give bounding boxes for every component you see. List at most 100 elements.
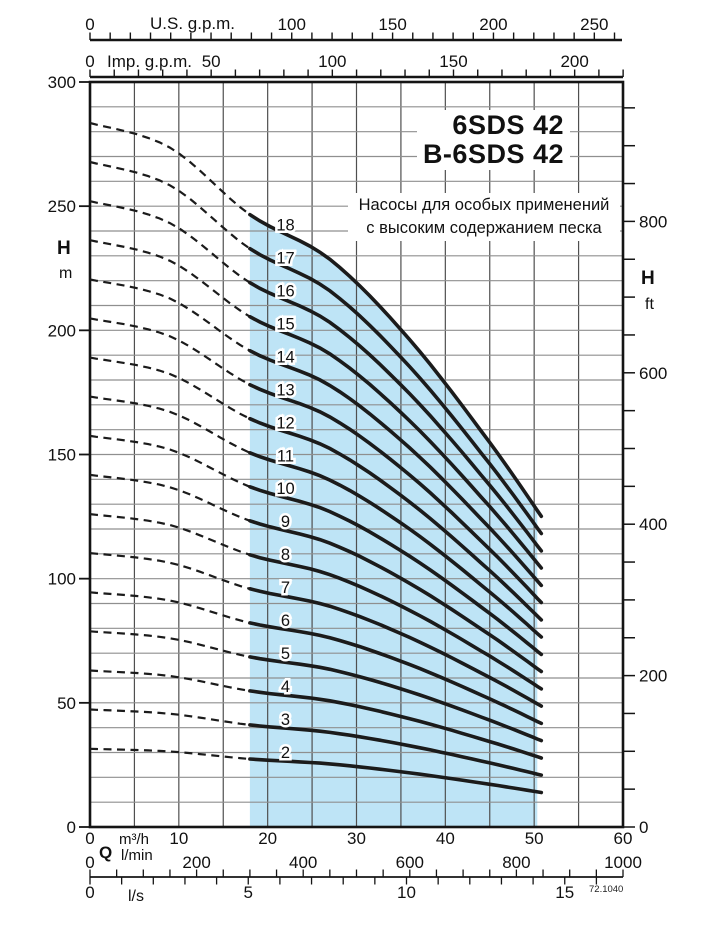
curve-stage-6: [248, 621, 544, 726]
us-gpm-tick-label: 100: [278, 15, 306, 34]
flow-lmin-tick-label: 800: [502, 853, 530, 872]
curve-stage-3-dashed: [89, 708, 251, 726]
ls-tick-label: 5: [244, 883, 253, 902]
us-gpm-tick-label: 250: [580, 15, 608, 34]
head-ft-tick-label: 400: [639, 515, 667, 534]
us-gpm-tick-label: 200: [479, 15, 507, 34]
curve-stage-11: [248, 451, 544, 639]
flow-lmin-tick-label: 1000: [604, 853, 642, 872]
imp-gpm-tick-label: 0: [85, 52, 94, 71]
ls-tick-label: 15: [555, 883, 574, 902]
us-gpm-tick-label: 0: [85, 15, 94, 34]
flow-axis-symbol: Q: [99, 843, 113, 862]
head-axis-unit-ft: ft: [645, 296, 654, 313]
curve-stage-9-dashed: [89, 473, 251, 522]
head-m-tick-label: 0: [67, 818, 76, 837]
head-m-tick-label: 250: [48, 197, 76, 216]
curve-stage-12-dashed: [89, 356, 251, 420]
curve-stage-4-dashed: [89, 669, 251, 692]
imp-gpm-tick-label: 100: [318, 52, 346, 71]
head-ft-tick-label: 600: [639, 364, 667, 383]
curve-stage-5: [248, 655, 544, 743]
curve-stage-12: [248, 416, 544, 622]
curve-stage-label: 2: [281, 744, 290, 762]
curve-stage-18-dashed: [89, 121, 251, 216]
curve-stage-14: [248, 348, 544, 588]
curve-stage-11-dashed: [89, 395, 251, 454]
curve-stage-label: 12: [276, 414, 294, 432]
flow-m3h-tick-label: 20: [258, 829, 277, 848]
curve-stage-8: [248, 553, 544, 691]
ls-tick-label: 10: [397, 883, 416, 902]
head-ft-tick-label: 0: [639, 818, 648, 837]
flow-m3h-tick-label: 10: [169, 829, 188, 848]
flow-lmin-tick-label: 600: [396, 853, 424, 872]
flow-lmin-tick-label: 400: [289, 853, 317, 872]
imp-gpm-tick-label: 150: [439, 52, 467, 71]
application-note-line1: Насосы для особых применений: [358, 196, 610, 214]
curve-stage-label: 7: [281, 579, 290, 597]
head-ft-tick-label: 200: [639, 667, 667, 686]
curve-stage-10-dashed: [89, 434, 251, 488]
curve-stage-label: 14: [276, 348, 294, 366]
drawing-code: 72.1040: [589, 884, 624, 895]
head-m-tick-label: 150: [48, 446, 76, 465]
head-m-tick-label: 50: [57, 694, 76, 713]
curve-stage-16-dashed: [89, 200, 251, 284]
curve-stage-label: 13: [276, 381, 294, 399]
ls-tick-label: 0: [85, 883, 94, 902]
curve-stage-7-dashed: [89, 552, 251, 590]
curve-stage-7: [248, 587, 544, 708]
curve-stage-17: [248, 246, 544, 536]
head-axis-symbol-left: H: [57, 238, 71, 259]
curve-stage-label: 10: [276, 480, 294, 498]
head-m-tick-label: 300: [48, 73, 76, 92]
flow-m3h-tick-label: 40: [436, 829, 455, 848]
curve-stage-2: [248, 757, 544, 795]
curve-stage-13-dashed: [89, 317, 251, 386]
imp-gpm-tick-label: 200: [560, 52, 588, 71]
curve-stage-label: 4: [281, 678, 290, 696]
head-ft-tick-label: 800: [639, 212, 667, 231]
flow-m3h-tick-label: 30: [347, 829, 366, 848]
head-axis-unit-m: m: [59, 265, 73, 282]
curve-stage-label: 6: [281, 612, 290, 630]
curve-stage-2-dashed: [89, 747, 250, 761]
application-note-line2: с высоким содержанием песка: [366, 219, 602, 237]
curve-stage-13: [248, 382, 544, 605]
curve-stage-label: 16: [276, 282, 294, 300]
flow-m3h-tick-label: 60: [614, 829, 633, 848]
head-m-tick-label: 200: [48, 321, 76, 340]
curve-stage-6-dashed: [89, 591, 251, 624]
curve-stage-14-dashed: [89, 278, 251, 352]
flow-lmin-tick-label: 0: [85, 853, 94, 872]
head-axis-symbol-right: H: [641, 268, 655, 289]
flow-axis-unit-ls: l/s: [128, 888, 144, 905]
curve-stage-3: [248, 723, 544, 777]
model-title-line1: 6SDS 42: [452, 110, 564, 140]
curve-stage-label: 11: [277, 447, 294, 465]
curve-stage-8-dashed: [89, 513, 251, 556]
curve-stage-10: [248, 485, 544, 657]
curve-stage-9: [248, 519, 544, 674]
curve-stage-label: 8: [281, 546, 290, 564]
imp-gpm-tick-label: 50: [202, 52, 221, 71]
curve-stage-18: [248, 212, 544, 519]
curve-stage-15: [248, 314, 544, 570]
curve-stage-label: 18: [276, 216, 294, 234]
model-title-line2: B-6SDS 42: [422, 139, 564, 169]
operating-range-band: [249, 214, 538, 828]
model-title: 6SDS 42 B-6SDS 42: [416, 110, 570, 170]
flow-m3h-tick-label: 50: [525, 829, 544, 848]
curve-stage-5-dashed: [89, 630, 251, 658]
us-gpm-tick-label: 150: [378, 15, 406, 34]
flow-m3h-tick-label: 0: [85, 829, 94, 848]
curve-stage-label: 9: [281, 513, 290, 531]
curve-stage-15-dashed: [89, 239, 251, 318]
flow-axis-unit-m3h: m³/h: [119, 831, 149, 848]
head-m-tick-label: 100: [48, 570, 76, 589]
curve-stage-4: [248, 689, 544, 760]
application-note: Насосы для особых применений с высоким с…: [348, 193, 620, 241]
